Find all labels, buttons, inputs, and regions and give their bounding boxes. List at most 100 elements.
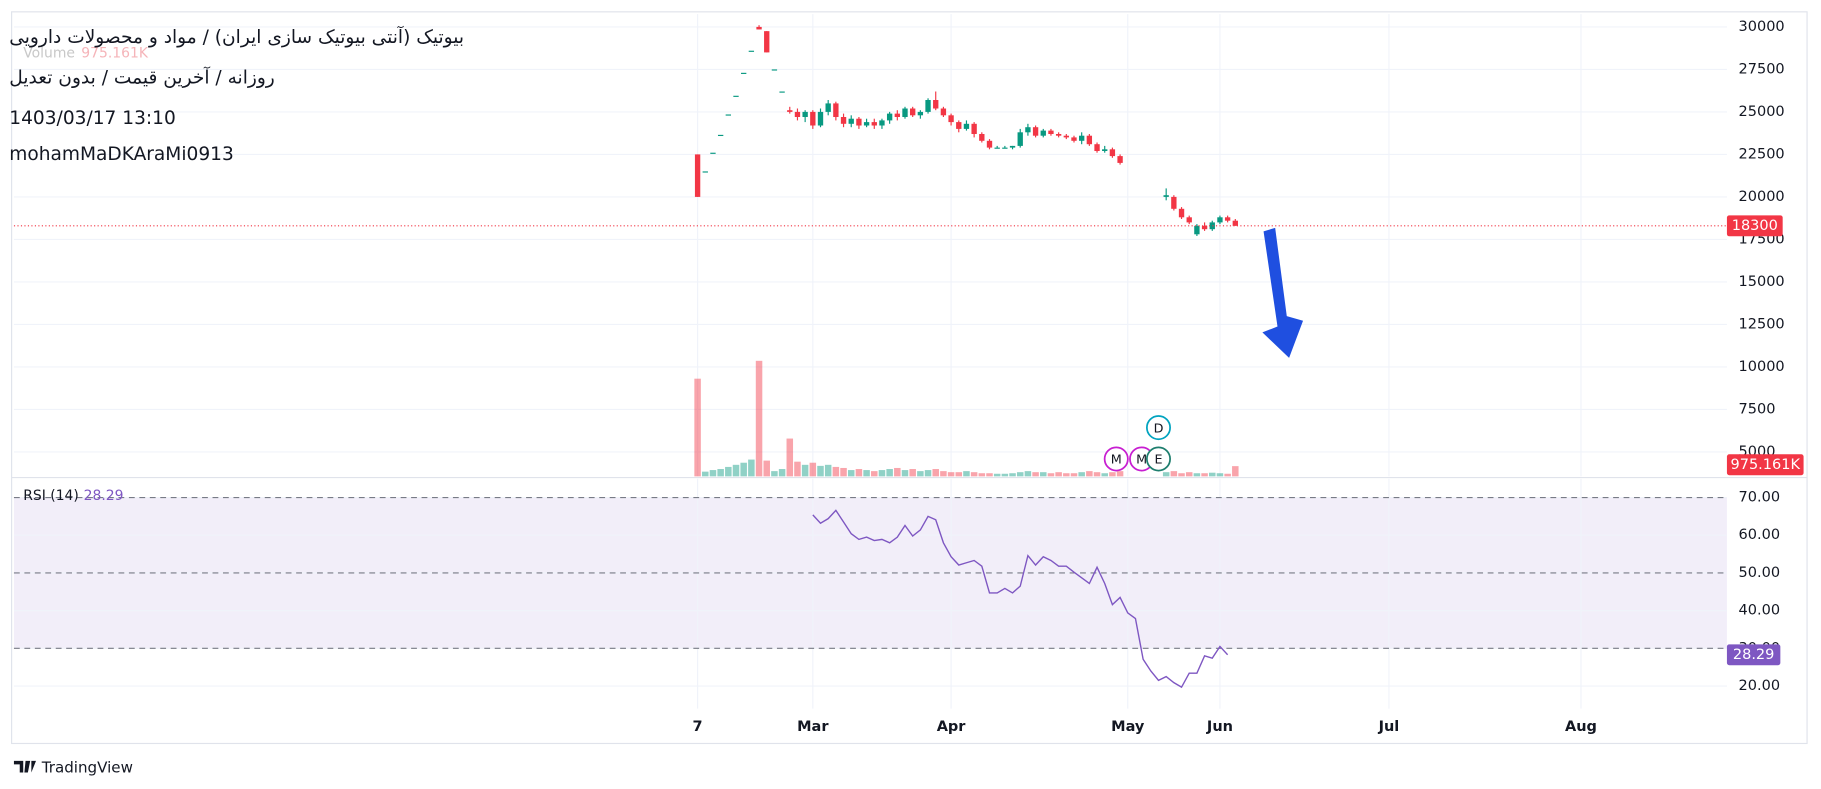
- candle-body: [717, 134, 724, 137]
- volume-bar: [1086, 471, 1093, 477]
- candle-body: [1032, 127, 1039, 136]
- volume-bar: [894, 467, 901, 477]
- chart-frame: [11, 11, 1808, 745]
- candle-body: [871, 122, 877, 126]
- volume-bar: [778, 469, 786, 477]
- rsi-line: [812, 509, 1229, 689]
- candle-body: [1063, 135, 1069, 138]
- volume-bar: [963, 471, 970, 477]
- volume-bar: [763, 460, 770, 477]
- candle-body: [1117, 156, 1123, 163]
- volume-bar: [1193, 473, 1201, 477]
- volume-last-label: 975.161K: [1731, 457, 1801, 473]
- y-tick-label: 15000: [1739, 274, 1785, 290]
- volume-bar: [1070, 473, 1078, 477]
- candle-body: [764, 31, 770, 53]
- candle-body: [810, 111, 816, 126]
- volume-bar: [993, 473, 1001, 477]
- volume-bar: [740, 462, 747, 477]
- volume-bar: [986, 473, 993, 477]
- event-marker: [1146, 415, 1171, 441]
- x-tick-label: Jun: [1206, 719, 1233, 735]
- volume-bar: [947, 472, 955, 477]
- volume-bar: [709, 470, 717, 477]
- volume-legend-value: 975.161K: [81, 46, 149, 62]
- volume-bar: [886, 469, 893, 477]
- candle-body: [917, 111, 924, 116]
- candle-body: [741, 72, 747, 74]
- y-tick-label: 12500: [1739, 316, 1785, 332]
- volume-bar: [771, 471, 778, 477]
- candle-body: [948, 115, 954, 123]
- volume-bar: [801, 464, 809, 477]
- event-label: D: [1154, 421, 1164, 436]
- candle-body: [1209, 222, 1215, 230]
- volume-bar: [1055, 472, 1062, 477]
- candle-body: [886, 113, 893, 121]
- volume-bar: [863, 470, 870, 477]
- logo-text: TradingView: [41, 758, 133, 776]
- candle-body: [833, 103, 839, 118]
- x-tick-label: Mar: [797, 719, 829, 735]
- volume-bar: [1216, 473, 1224, 477]
- candle-body: [1163, 195, 1169, 197]
- volume-bar: [1101, 473, 1108, 477]
- x-tick-label: 7: [693, 719, 703, 735]
- candle-body: [1171, 196, 1177, 209]
- candle-body: [933, 100, 939, 109]
- volume-bar: [855, 469, 863, 477]
- volume-bar: [940, 471, 947, 477]
- candle-body: [1025, 127, 1031, 133]
- volume-bar: [871, 471, 878, 477]
- candle-body: [925, 100, 931, 112]
- volume-last-box: [1726, 454, 1804, 476]
- volume-bar: [901, 470, 909, 477]
- chart-title: بیوتیک (آنتی بیوتیک سازی ایران) / مواد و…: [9, 25, 464, 48]
- volume-bar: [1116, 471, 1124, 477]
- volume-bar: [755, 360, 763, 477]
- volume-bar: [1032, 472, 1039, 477]
- candle-body: [879, 120, 885, 126]
- volume-bar: [1170, 471, 1178, 477]
- volume-bar: [1063, 473, 1070, 477]
- candle-body: [1102, 149, 1108, 152]
- rsi-last-box: [1726, 644, 1781, 666]
- candle-body: [1186, 217, 1192, 223]
- volume-bar: [932, 469, 939, 477]
- last-price-label: 18300: [1732, 218, 1778, 234]
- volume-bar: [970, 472, 978, 477]
- rsi-legend-value: 28.29: [84, 488, 124, 504]
- volume-bar: [1178, 473, 1185, 477]
- plot-layer: [11, 14, 1808, 709]
- volume-bar: [878, 470, 886, 477]
- candle-body: [863, 122, 870, 126]
- volume-bar: [794, 461, 801, 477]
- volume-bar: [1040, 472, 1047, 477]
- candle-body: [787, 110, 793, 112]
- candle-body: [725, 114, 731, 116]
- candle-body: [1109, 149, 1116, 157]
- x-tick-label: Aug: [1565, 719, 1597, 735]
- volume-bar: [978, 473, 986, 477]
- candle-body: [1002, 147, 1008, 149]
- candle-body: [825, 103, 831, 112]
- candle-body: [1224, 217, 1231, 221]
- candle-body: [748, 50, 755, 52]
- candle-body: [1232, 220, 1238, 226]
- volume-bar: [840, 467, 847, 477]
- volume-bar: [832, 466, 840, 477]
- candle-body: [1217, 217, 1223, 223]
- candle-body: [956, 122, 962, 129]
- chart-subtitle: روزانه / آخرین قیمت / بدون تعدیل: [9, 66, 275, 89]
- y-tick-label: 27500: [1739, 61, 1785, 77]
- candle-body: [1055, 134, 1062, 136]
- y-tick-label: 10000: [1739, 359, 1785, 375]
- volume-bar: [694, 378, 701, 477]
- volume-bar: [824, 464, 832, 477]
- volume-bar: [1209, 472, 1216, 477]
- y-tick-label: 25000: [1739, 104, 1785, 120]
- volume-bar: [1016, 472, 1024, 477]
- volume-bar: [1232, 466, 1239, 477]
- candle-body: [840, 117, 847, 124]
